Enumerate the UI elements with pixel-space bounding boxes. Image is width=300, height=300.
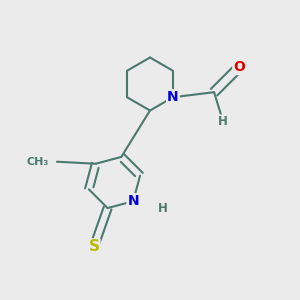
Text: N: N [167,90,179,104]
Text: H: H [218,116,228,128]
Text: O: O [233,60,245,74]
Text: H: H [158,202,168,214]
Text: CH₃: CH₃ [26,157,49,167]
Text: N: N [128,194,139,208]
Text: S: S [88,239,99,254]
